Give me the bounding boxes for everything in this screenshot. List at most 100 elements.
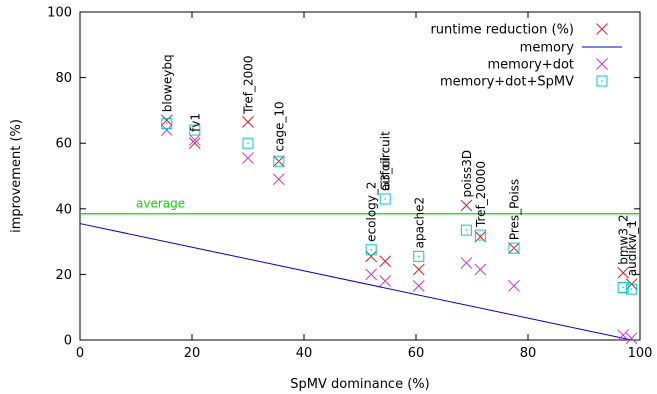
legend-label: runtime reduction (%) <box>430 23 574 38</box>
point-memory-dot-spmv-dot <box>370 249 372 251</box>
point-memory-dot <box>188 134 201 146</box>
plot-border <box>79 11 641 341</box>
point-memory-dot-spmv <box>161 118 173 130</box>
point-memory-dot-spmv <box>508 242 520 254</box>
axes: 0 20 40 60 80 100 0 20 40 60 80 100 SpMV dominance (… <box>9 6 652 393</box>
average-label: average <box>136 197 185 211</box>
point-memory-dot-spmv-dot <box>630 288 633 290</box>
y-tick-label: 100 <box>47 6 72 21</box>
point-memory-dot-spmv-box <box>365 244 377 256</box>
point-label: airfoil <box>379 157 393 191</box>
point-memory-dot <box>272 173 285 186</box>
x-tick-label: 60 <box>408 346 425 361</box>
series-memory <box>79 223 632 341</box>
point-memory-dot-spmv <box>474 229 486 241</box>
series-marks <box>79 114 638 345</box>
legend-swatch <box>596 58 608 70</box>
point-memory-dot-spmv-dot <box>513 247 515 249</box>
point-label: bmw3_2 <box>617 214 631 264</box>
point-memory-dot-spmv-box <box>508 242 520 254</box>
memory-line <box>79 223 632 341</box>
point-runtime-reduction <box>379 255 392 268</box>
point-runtime-reduction <box>160 114 173 127</box>
point-memory-dot-spmv <box>617 282 629 294</box>
point-label: ecology_2 <box>365 181 379 241</box>
y-tick-label: 40 <box>55 202 72 217</box>
legend-label: memory <box>520 41 575 56</box>
point-memory-dot <box>460 257 473 269</box>
y-tick-label: 20 <box>55 268 72 283</box>
x-tick-label: 20 <box>184 346 201 361</box>
legend: runtime reduction (%) memory memory+dot mem… <box>430 23 622 90</box>
point-label: cage_10 <box>272 101 286 151</box>
point-label: apache2 <box>412 197 426 249</box>
point-memory-dot-spmv-box <box>474 229 486 241</box>
legend-swatch <box>596 23 608 35</box>
point-memory-dot-spmv-box <box>189 124 201 136</box>
legend-swatch <box>596 75 608 87</box>
point-memory-dot <box>379 275 392 287</box>
point-memory-dot-spmv <box>626 283 638 295</box>
legend-label: memory+dot+SpMV <box>440 75 574 90</box>
x-axis-label: SpMV dominance (%) <box>290 377 429 392</box>
point-memory-dot-spmv-dot <box>465 229 468 231</box>
point-runtime-reduction <box>460 199 473 212</box>
point-memory-dot-spmv <box>365 244 377 256</box>
point-memory-dot-spmv-dot <box>384 198 386 200</box>
y-tick-label: 0 <box>64 334 72 349</box>
point-memory-dot <box>617 329 630 341</box>
point-memory-dot <box>508 280 520 292</box>
point-label: Tref_2000 <box>242 55 256 114</box>
point-memory-dot-spmv-box <box>413 250 425 262</box>
point-label: bloweybq <box>160 54 174 112</box>
x-tick-label: 40 <box>296 346 313 361</box>
point-label: Tref_20000 <box>474 161 488 228</box>
point-runtime-reduction <box>412 263 425 276</box>
point-memory-dot-spmv <box>273 155 285 167</box>
legend-label: memory+dot <box>487 58 574 73</box>
plot-frame <box>79 11 641 341</box>
y-tick-label: 60 <box>55 137 72 152</box>
point-memory-dot-spmv-dot <box>278 160 280 162</box>
point-memory-dot-spmv-box <box>242 137 254 149</box>
series-memory-dot <box>160 124 638 345</box>
point-memory-dot-spmv-dot <box>247 142 249 144</box>
series-runtime-reduction <box>160 114 638 291</box>
point-memory-dot <box>412 280 425 292</box>
point-label: poiss3D <box>460 150 474 198</box>
x-tick-label: 80 <box>520 346 537 361</box>
average-line-group: average <box>80 197 640 215</box>
y-axis-label: improvement (%) <box>9 119 24 233</box>
point-annotations: bloweybq fv1 Tref_2000 cage_10 ecology_2G3_c… <box>160 54 639 276</box>
point-memory-dot <box>625 332 638 345</box>
point-runtime-reduction <box>617 266 630 279</box>
y-tick-label: 80 <box>55 71 72 86</box>
point-memory-dot-spmv <box>413 250 425 262</box>
point-memory-dot-spmv <box>460 224 472 236</box>
point-runtime-reduction <box>242 116 254 128</box>
x-tick-label: 100 <box>628 346 653 361</box>
point-memory-dot-spmv <box>242 137 254 149</box>
point-memory-dot-spmv-dot <box>194 129 196 131</box>
point-memory-dot <box>160 124 173 136</box>
point-memory-dot <box>242 152 254 164</box>
point-label: Pres_Poiss <box>508 179 522 240</box>
legend-swatch-box <box>596 75 608 87</box>
legend-swatch-dot <box>601 80 603 82</box>
point-label: fv1 <box>188 113 202 132</box>
point-memory-dot-spmv-dot <box>622 286 624 289</box>
point-memory-dot-spmv-box <box>379 193 391 205</box>
point-memory-dot-spmv-dot <box>418 255 420 258</box>
point-memory-dot <box>365 268 378 281</box>
point-memory-dot-spmv-box <box>460 224 472 236</box>
point-runtime-reduction <box>188 137 201 150</box>
x-tick-label: 0 <box>76 346 84 361</box>
point-memory-dot-spmv-box <box>161 118 173 130</box>
point-memory-dot-spmv <box>189 124 201 136</box>
point-memory-dot-spmv-dot <box>479 234 482 236</box>
point-memory-dot <box>474 263 487 276</box>
point-memory-dot-spmv <box>379 193 391 205</box>
point-memory-dot-spmv-box <box>626 283 638 295</box>
series-memory-dot-spmv <box>161 118 638 295</box>
